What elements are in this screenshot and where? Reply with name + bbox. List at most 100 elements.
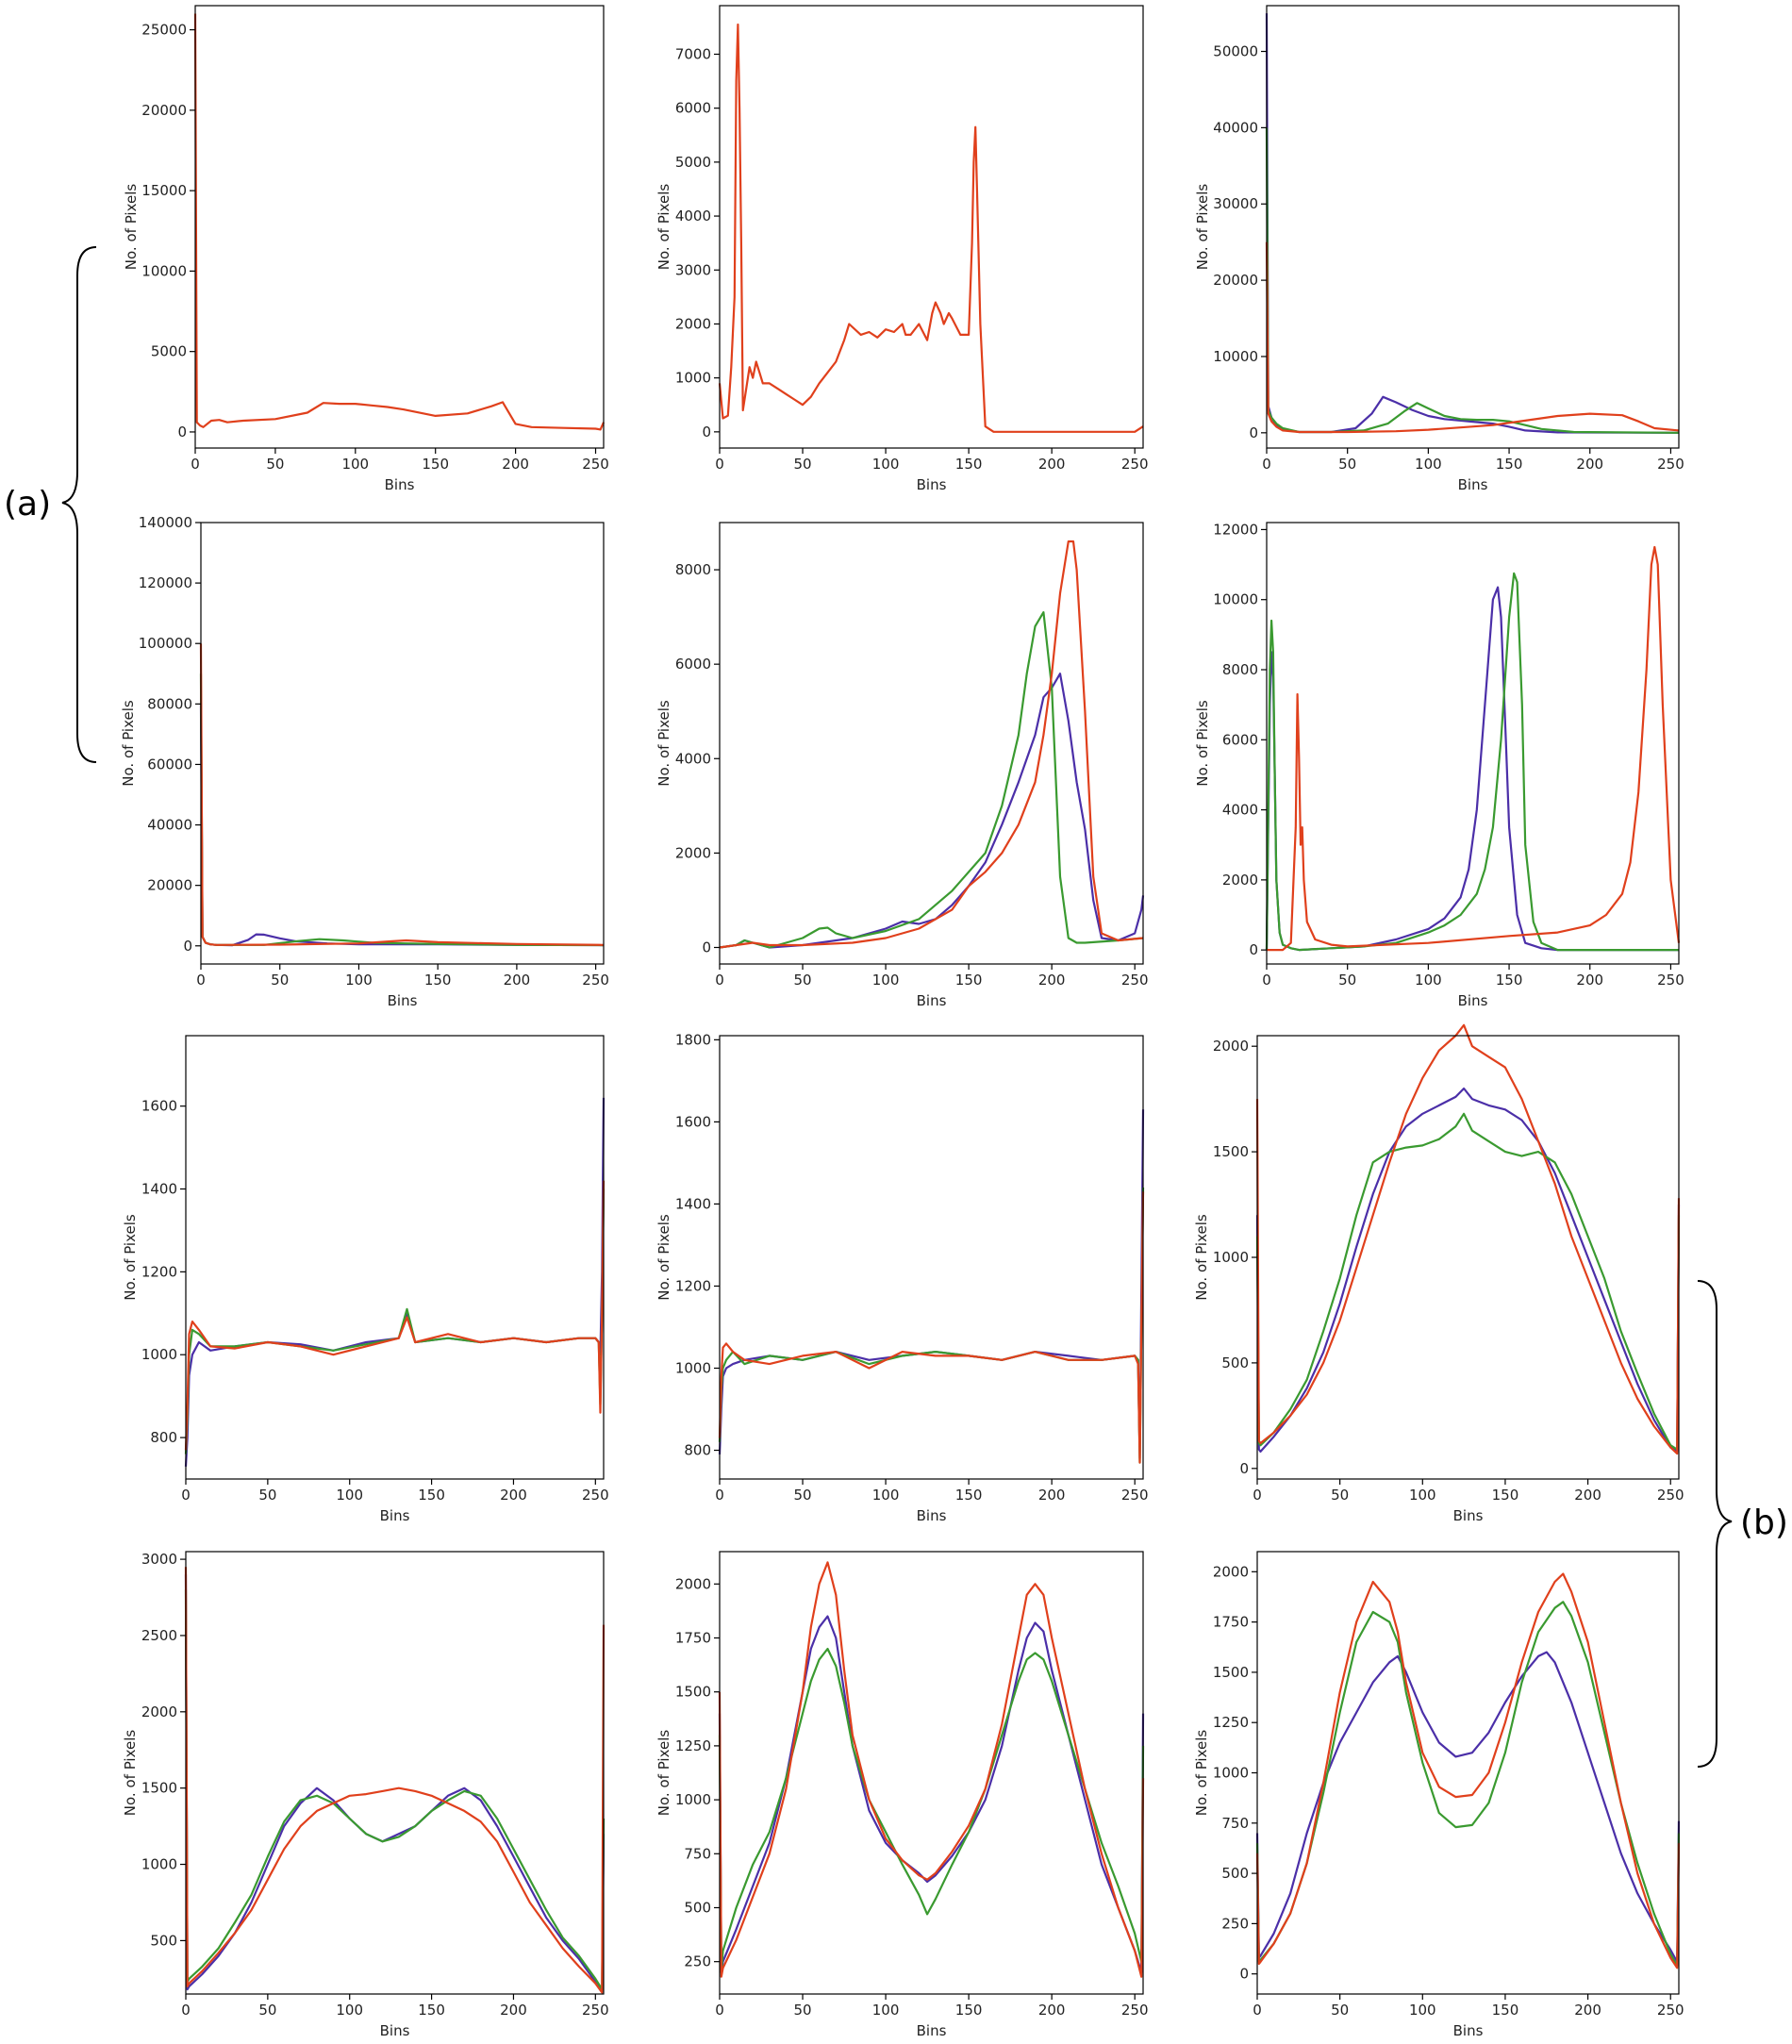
- y-tick-label: 8000: [675, 561, 711, 578]
- y-tick-label: 10000: [141, 262, 187, 279]
- plot-frame: [200, 522, 605, 965]
- x-tick-label: 50: [258, 1487, 276, 1504]
- y-tick-label: 7000: [675, 45, 711, 62]
- blue-channel-line: [184, 1097, 606, 1467]
- red-channel-line: [184, 1180, 606, 1451]
- x-tick-label: 250: [582, 2002, 609, 2019]
- y-tick-label: 0: [1239, 1966, 1249, 1983]
- red-channel-line: [199, 643, 605, 946]
- x-tick-label: 250: [1121, 972, 1149, 989]
- x-tick-label: 100: [1409, 1487, 1436, 1504]
- brace-a: [61, 246, 97, 763]
- y-axis-label: No. of Pixels: [1194, 700, 1211, 787]
- green-channel-line: [1265, 127, 1680, 434]
- y-axis-label: No. of Pixels: [1193, 1730, 1210, 1817]
- x-tick-label: 100: [341, 456, 369, 473]
- y-tick-label: 1750: [675, 1630, 711, 1647]
- histogram-panel-7: 0 50 100 150 200 250 800 1000 1200 1400 1600 Bins No…: [122, 1035, 609, 1524]
- y-tick-label: 1250: [675, 1737, 711, 1754]
- red-channel-line: [1267, 545, 1681, 952]
- x-tick-label: 0: [715, 456, 724, 473]
- x-axis-label: Bins: [917, 476, 947, 493]
- y-tick-label: 0: [702, 939, 711, 956]
- y-tick-label: 6000: [675, 100, 711, 117]
- x-axis-label: Bins: [1453, 1507, 1484, 1524]
- x-tick-label: 50: [793, 456, 811, 473]
- green-channel-line: [719, 610, 1144, 949]
- x-tick-label: 0: [191, 456, 200, 473]
- y-tick-label: 1000: [141, 1856, 177, 1873]
- x-tick-label: 250: [582, 456, 609, 473]
- plot-frame: [719, 522, 1144, 965]
- blue-channel-line: [184, 1574, 606, 1991]
- y-axis-label: No. of Pixels: [123, 184, 140, 271]
- x-tick-label: 150: [1496, 456, 1523, 473]
- x-tick-label: 100: [872, 456, 900, 473]
- x-tick-label: 100: [872, 2002, 900, 2019]
- green-channel-line: [718, 1647, 1145, 1974]
- x-axis-label: Bins: [385, 476, 415, 493]
- x-tick-label: 100: [336, 1487, 363, 1504]
- x-tick-label: 200: [1576, 972, 1603, 989]
- y-tick-label: 1500: [1213, 1143, 1249, 1160]
- y-axis-label: No. of Pixels: [120, 700, 137, 787]
- histogram-panel-9: 0 50 100 150 200 250 0 500 1000 1500 2000 Bins No. o…: [1193, 1023, 1684, 1524]
- x-tick-label: 0: [181, 1487, 191, 1504]
- histogram-panel-6: 0 50 100 150 200 250 0 2000 4000 6000 8000 10000 120…: [1194, 521, 1684, 1009]
- y-tick-label: 800: [150, 1429, 177, 1446]
- y-tick-label: 3000: [675, 261, 711, 278]
- x-tick-label: 200: [504, 972, 531, 989]
- y-tick-label: 250: [684, 1953, 711, 1970]
- x-axis-label: Bins: [1453, 2022, 1484, 2039]
- y-tick-label: 40000: [1213, 119, 1258, 136]
- green-channel-line: [199, 673, 605, 947]
- x-tick-label: 0: [1262, 456, 1271, 473]
- y-tick-label: 20000: [147, 877, 192, 894]
- x-tick-label: 150: [1492, 1487, 1519, 1504]
- y-tick-label: 80000: [147, 695, 192, 712]
- blue-channel-line: [199, 704, 605, 947]
- red-channel-line: [184, 1567, 606, 1994]
- blue-channel-line: [1255, 1087, 1681, 1454]
- x-tick-label: 200: [500, 1487, 527, 1504]
- x-tick-label: 50: [1338, 456, 1356, 473]
- y-tick-label: 2000: [1222, 872, 1258, 889]
- y-tick-label: 750: [1221, 1815, 1249, 1832]
- red-channel-line: [718, 1561, 1145, 1978]
- plot-frame: [1256, 1035, 1680, 1480]
- y-tick-label: 0: [183, 938, 192, 955]
- y-tick-label: 4000: [675, 208, 711, 224]
- y-tick-label: 4000: [1222, 802, 1258, 819]
- x-tick-label: 50: [793, 972, 811, 989]
- x-axis-label: Bins: [380, 2022, 410, 2039]
- green-channel-line: [184, 1589, 606, 1991]
- plot-frame: [719, 5, 1144, 449]
- y-axis-label: No. of Pixels: [655, 184, 672, 271]
- y-tick-label: 6000: [675, 656, 711, 673]
- x-tick-label: 0: [181, 2002, 191, 2019]
- x-tick-label: 100: [1415, 972, 1442, 989]
- x-tick-label: 50: [1338, 972, 1356, 989]
- y-tick-label: 2000: [1213, 1038, 1249, 1055]
- x-tick-label: 100: [336, 2002, 363, 2019]
- histogram-panel-3: 0 50 100 150 200 250 0 10000 20000 30000 40000 5000…: [1194, 5, 1684, 493]
- group-label-a: (a): [4, 485, 51, 523]
- green-channel-line: [184, 1188, 606, 1454]
- blue-channel-line: [719, 673, 1145, 949]
- x-tick-label: 250: [1657, 972, 1684, 989]
- y-tick-label: 1200: [675, 1277, 711, 1294]
- y-tick-label: 1600: [141, 1098, 177, 1115]
- brace-b: [1697, 1280, 1733, 1768]
- plot-frame: [719, 1035, 1144, 1480]
- y-tick-label: 500: [684, 1899, 711, 1916]
- x-tick-label: 250: [1657, 1487, 1684, 1504]
- x-tick-label: 150: [1492, 2002, 1519, 2019]
- x-tick-label: 50: [1331, 2002, 1349, 2019]
- x-tick-label: 150: [955, 972, 983, 989]
- red-channel-line: [1265, 241, 1680, 434]
- x-tick-label: 0: [715, 972, 724, 989]
- x-tick-label: 150: [955, 456, 983, 473]
- histogram-panel-12: 0 50 100 150 200 250 0 250 500 750 1000 1250 1500 175…: [1193, 1551, 1684, 2039]
- x-tick-label: 100: [1409, 2002, 1436, 2019]
